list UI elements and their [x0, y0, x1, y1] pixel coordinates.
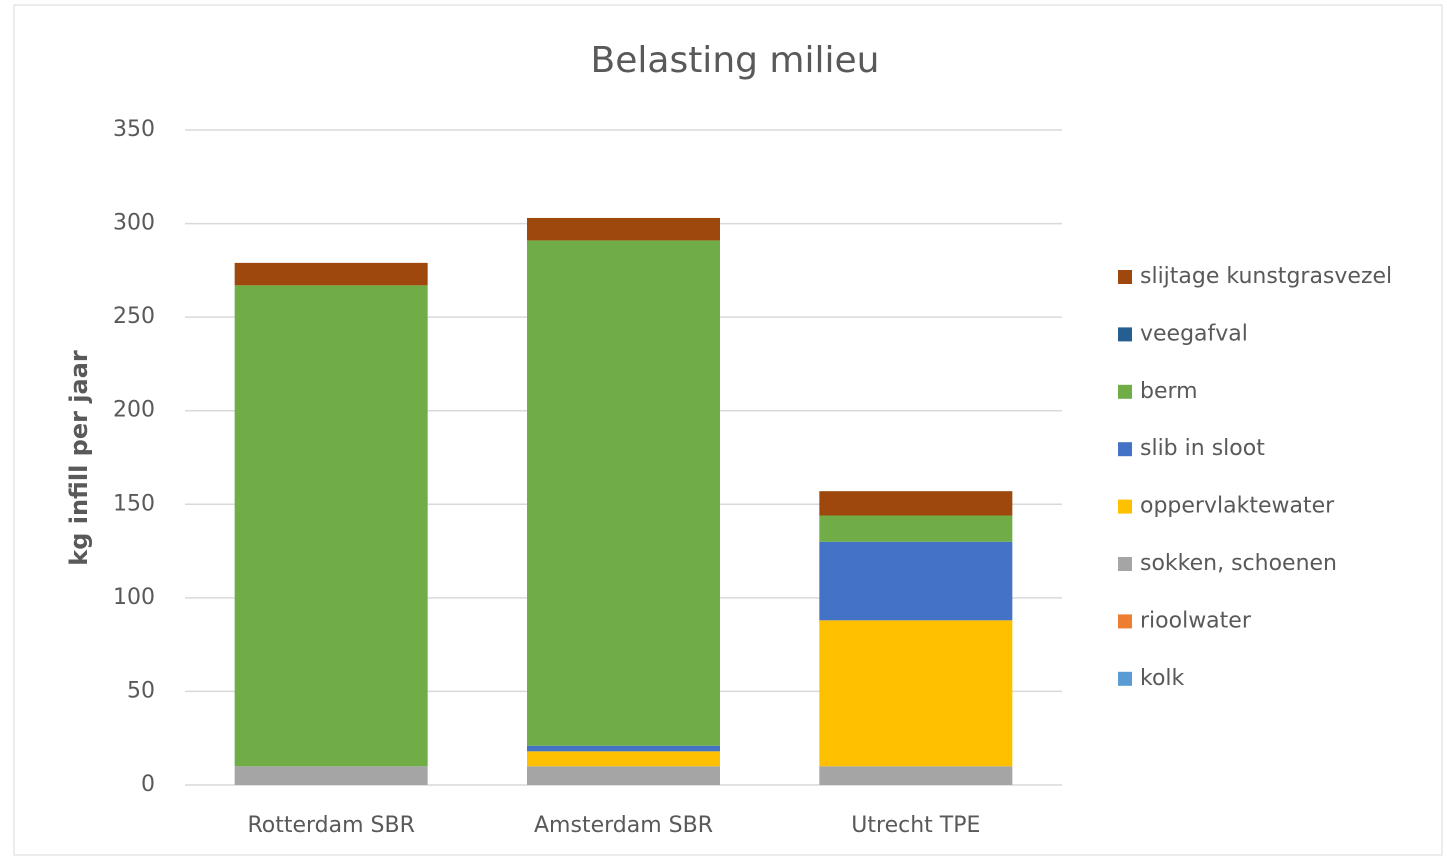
- y-tick-label: 50: [127, 678, 155, 703]
- legend-swatch: [1118, 442, 1132, 457]
- bar-segment: [819, 491, 1013, 516]
- bar-segment: [527, 751, 720, 767]
- bar-segment: [234, 766, 428, 785]
- x-tick-label: Amsterdam SBR: [534, 813, 713, 838]
- legend-label: rioolwater: [1140, 608, 1252, 633]
- x-tick-label: Utrecht TPE: [851, 813, 980, 838]
- legend-swatch: [1118, 270, 1132, 284]
- bar-segment: [527, 217, 720, 241]
- legend-label: sokken, schoenen: [1140, 551, 1337, 576]
- bar-segment: [819, 766, 1013, 785]
- legend-swatch: [1118, 499, 1132, 514]
- y-axis-label: kg infill per jaar: [65, 350, 93, 566]
- chart-frame: [13, 4, 1443, 856]
- y-tick-label: 200: [113, 398, 155, 423]
- legend-label: kolk: [1140, 666, 1185, 691]
- bar-segment: [819, 515, 1013, 542]
- y-tick-label: 300: [113, 211, 155, 236]
- y-tick-label: 250: [113, 304, 155, 329]
- legend-swatch: [1118, 557, 1132, 571]
- legend-swatch: [1118, 327, 1132, 342]
- y-tick-label: 0: [141, 772, 155, 797]
- legend-label: slijtage kunstgrasvezel: [1140, 264, 1392, 289]
- legend-label: berm: [1140, 379, 1198, 404]
- y-tick-label: 350: [113, 117, 155, 142]
- bar-segment: [819, 541, 1013, 621]
- chart-title: Belasting milieu: [591, 40, 880, 81]
- legend-label: slib in sloot: [1140, 436, 1265, 461]
- legend-swatch: [1118, 671, 1132, 686]
- bar-segment: [527, 240, 720, 746]
- bar-segment: [527, 745, 720, 752]
- x-tick-label: Rotterdam SBR: [247, 813, 414, 838]
- bar-segment: [819, 620, 1013, 767]
- legend-swatch: [1118, 384, 1132, 399]
- y-tick-label: 150: [113, 491, 155, 516]
- legend-swatch: [1118, 614, 1132, 629]
- bar-segment: [527, 766, 720, 785]
- bar-segment: [234, 262, 428, 286]
- y-tick-label: 100: [113, 585, 155, 610]
- legend-label: veegafval: [1140, 321, 1248, 346]
- bar-segment: [234, 285, 428, 767]
- legend-label: oppervlaktewater: [1140, 494, 1335, 519]
